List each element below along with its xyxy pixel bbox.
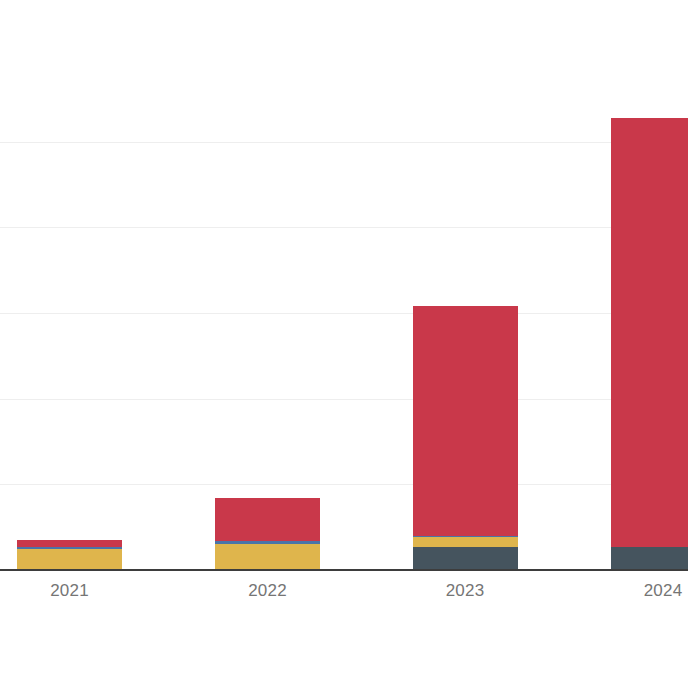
bar-2023-dark-slate-segment	[413, 547, 518, 570]
bar-2023-blue-segment	[413, 536, 518, 537]
bar-2021-blue-segment	[17, 547, 122, 549]
bar-2023-gold-segment	[413, 537, 518, 547]
gridline	[0, 227, 688, 228]
x-tick-label-2024: 2024	[603, 581, 688, 601]
gridline	[0, 142, 688, 143]
gridline	[0, 313, 688, 314]
bar-2024-red-segment	[611, 118, 688, 547]
bar-2022-gold-segment	[215, 544, 320, 570]
bar-2022-red-segment	[215, 498, 320, 541]
bar-2024-dark-slate-segment	[611, 547, 688, 570]
x-tick-label-2022: 2022	[208, 581, 328, 601]
gridline	[0, 484, 688, 485]
x-tick-label-2023: 2023	[405, 581, 525, 601]
x-tick-label-2021: 2021	[10, 581, 130, 601]
bar-2022-blue-segment	[215, 541, 320, 544]
bar-2021-gold-segment	[17, 549, 122, 570]
bar-2023-red-segment	[413, 306, 518, 536]
chart-area: 2021 2022 2023 2024	[0, 0, 688, 688]
bar-2021-red-segment	[17, 540, 122, 547]
gridline	[0, 399, 688, 400]
x-axis-line	[0, 569, 688, 571]
